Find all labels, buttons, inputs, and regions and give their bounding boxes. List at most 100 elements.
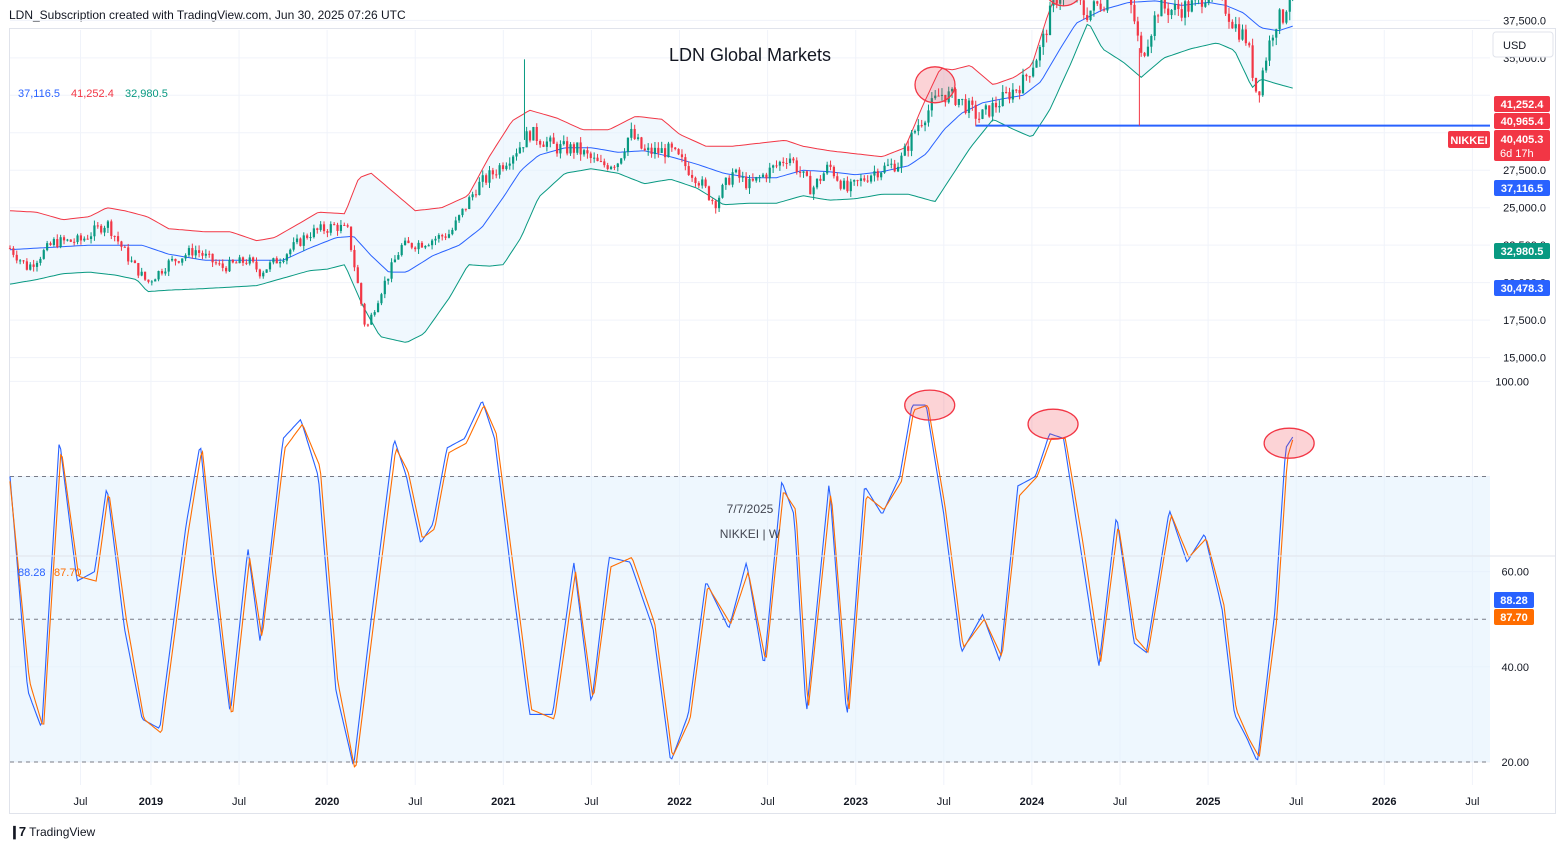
osc-y-tick-label: 20.00: [1501, 757, 1529, 769]
highlight-ellipse[interactable]: [1027, 408, 1079, 440]
highlight-ellipse[interactable]: [904, 389, 956, 421]
candle-body: [981, 109, 984, 119]
candle-body: [697, 183, 700, 186]
candle-body: [900, 155, 903, 167]
candle-body: [576, 142, 579, 153]
candle-body: [208, 253, 211, 255]
candle-body: [424, 245, 427, 248]
candle-body: [127, 247, 130, 262]
candle-body: [998, 106, 1001, 108]
candle-body: [319, 224, 322, 230]
tradingview-logo-icon: ❙7: [9, 824, 26, 839]
candle-body: [795, 160, 798, 173]
currency-box[interactable]: USD: [1492, 31, 1554, 58]
candle-body: [731, 172, 734, 185]
candle-body: [154, 279, 157, 282]
candle-body: [1150, 35, 1153, 47]
highlight-ellipse[interactable]: [914, 66, 956, 104]
candle-body: [349, 226, 353, 250]
candle-body: [292, 242, 295, 250]
candle-body: [869, 175, 873, 182]
price-tag-basis-bg: [1494, 180, 1550, 196]
candle-body: [812, 187, 815, 195]
candle-body: [930, 98, 933, 111]
candle-body: [434, 238, 437, 241]
candle-body: [653, 147, 657, 155]
candle-body: [316, 228, 319, 230]
candle-body: [609, 166, 613, 169]
candle-body: [532, 127, 535, 141]
candle-body: [501, 165, 505, 170]
candle-body: [775, 165, 778, 167]
candle-body: [282, 260, 285, 263]
candle-body: [984, 105, 987, 110]
candle-body: [853, 180, 856, 182]
candle-body: [552, 137, 555, 144]
osc-tag-k: 88.28: [1500, 595, 1528, 607]
candle-body: [137, 263, 140, 276]
candle-body: [826, 164, 829, 174]
candle-body: [545, 141, 548, 147]
candle-body: [893, 163, 896, 172]
candle-body: [140, 271, 143, 276]
candle-body: [387, 278, 390, 281]
candle-body: [950, 88, 954, 92]
candle-body: [920, 125, 923, 127]
highlight-ellipse[interactable]: [1263, 427, 1315, 459]
candle-body: [221, 263, 224, 268]
candle-body: [1099, 3, 1102, 10]
candle-body: [1038, 47, 1041, 61]
candle-body: [218, 263, 221, 265]
candle-body: [66, 239, 69, 241]
candle-body: [167, 260, 170, 272]
candle-body: [56, 239, 59, 247]
candle-body: [1008, 92, 1011, 100]
candle-body: [623, 151, 626, 159]
candle-body: [724, 177, 727, 185]
highlight-ellipse[interactable]: [1042, 0, 1086, 7]
candle-body: [1096, 1, 1099, 4]
candle-body: [343, 224, 346, 226]
candle-body: [714, 201, 717, 209]
candle-body: [1059, 0, 1062, 4]
candle-body: [880, 172, 883, 178]
candle-body: [1231, 21, 1234, 29]
candle-body: [1001, 92, 1004, 107]
candle-body: [620, 158, 623, 164]
candle-body: [407, 240, 410, 244]
candle-body: [582, 150, 586, 155]
candle-body: [741, 176, 744, 178]
candle-body: [718, 197, 721, 209]
candle-body: [586, 150, 589, 154]
candle-body: [944, 94, 947, 103]
candle-body: [809, 175, 812, 195]
candle-body: [1035, 60, 1038, 68]
watermark-date: 7/7/2025: [727, 502, 774, 516]
candle-body: [657, 147, 660, 154]
candle-body: [704, 179, 707, 187]
candle-body: [778, 161, 781, 166]
candle-body: [1241, 29, 1244, 40]
candle-body: [498, 165, 501, 175]
price-tag-resistance: 40,965.4: [1501, 116, 1545, 128]
candle-body: [329, 224, 332, 233]
candle-body: [143, 271, 147, 280]
candle-body: [89, 236, 93, 239]
candle-body: [566, 141, 569, 154]
candle-body: [866, 180, 869, 182]
candle-body: [674, 147, 677, 150]
candle-body: [22, 260, 25, 262]
candle-body: [569, 144, 572, 154]
candle-body: [802, 171, 805, 173]
candle-body: [792, 158, 795, 161]
candle-body: [1271, 37, 1274, 41]
candle-body: [971, 100, 974, 105]
candle-body: [572, 144, 576, 153]
candle-body: [647, 147, 650, 151]
candle-body: [32, 264, 35, 267]
candle-body: [366, 324, 370, 326]
x-tick-label: Jul: [1113, 796, 1127, 808]
candle-body: [785, 162, 788, 164]
candle-body: [667, 143, 670, 158]
